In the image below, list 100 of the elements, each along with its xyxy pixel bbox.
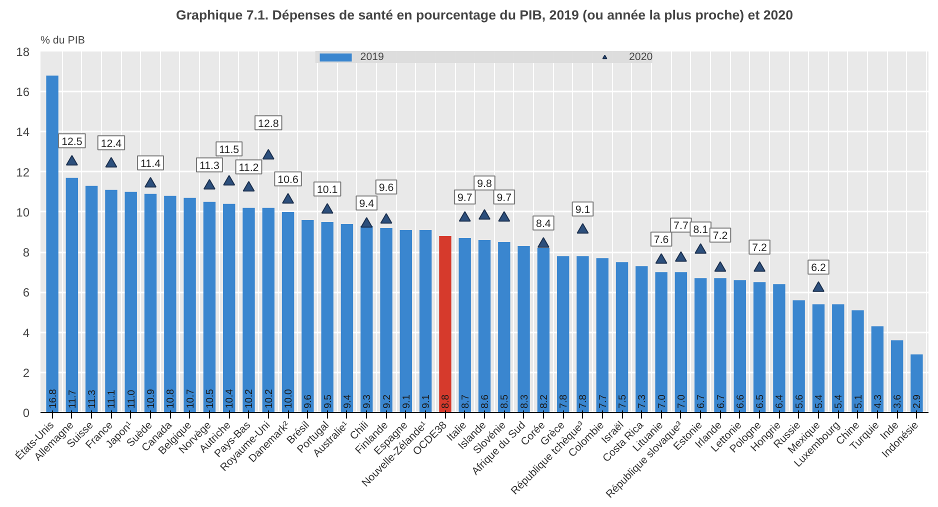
data-label: 6.6: [735, 394, 746, 408]
bar: [478, 240, 491, 412]
data-label: 4.3: [872, 394, 884, 408]
data-label: 11.5: [219, 144, 240, 156]
data-label: 9.6: [378, 182, 394, 194]
point: [537, 237, 550, 248]
data-label: 7.7: [598, 394, 609, 408]
point: [714, 261, 726, 272]
bar: [537, 248, 550, 412]
bar: [439, 236, 452, 412]
bar: [556, 256, 570, 412]
point: [144, 177, 157, 188]
data-label: 9.3: [362, 394, 374, 408]
data-label: 8.2: [538, 394, 550, 408]
bar: [360, 226, 373, 412]
bar: [380, 228, 392, 412]
data-label: 9.1: [401, 394, 412, 408]
data-label: 10.0: [284, 388, 295, 408]
bar: [753, 282, 766, 412]
data-label: 8.4: [536, 218, 551, 230]
bar: [674, 272, 688, 412]
point: [360, 217, 373, 228]
point: [754, 261, 766, 272]
point: [498, 211, 510, 222]
data-label: 8.3: [519, 394, 530, 408]
data-label: 5.6: [794, 394, 806, 408]
data-label: 6.7: [696, 394, 708, 408]
data-label: 12.5: [62, 136, 82, 148]
data-label: 11.1: [106, 389, 118, 408]
data-label: 16.8: [48, 388, 59, 408]
data-label: 9.4: [342, 394, 354, 408]
y-axis-title: % du PIB: [40, 34, 85, 46]
y-tick-label: 10: [16, 205, 30, 220]
data-label: 8.8: [440, 394, 452, 408]
data-label: 9.1: [421, 394, 432, 408]
bar: [832, 304, 844, 412]
data-label: 11.3: [199, 160, 220, 172]
data-label: 10.4: [224, 388, 236, 408]
y-tick-label: 0: [22, 406, 30, 420]
bar: [66, 178, 78, 412]
data-label: 2.9: [912, 394, 924, 408]
data-label: 8.6: [480, 394, 491, 408]
data-label: 10.8: [166, 388, 177, 408]
data-label: 10.6: [278, 174, 298, 186]
bar: [458, 238, 471, 412]
data-label: 6.2: [811, 262, 826, 274]
data-label: 5.1: [853, 394, 864, 408]
bar: [340, 224, 354, 412]
data-label: 10.7: [185, 388, 196, 408]
bar: [302, 220, 314, 412]
bar: [262, 208, 274, 412]
data-label: 11.3: [87, 389, 98, 408]
y-tick-label: 8: [22, 246, 30, 260]
data-label: 10.2: [264, 388, 275, 408]
bar: [203, 202, 216, 412]
legend-label: 2019: [360, 51, 384, 63]
data-label: 11.4: [140, 158, 161, 170]
data-label: 11.7: [67, 389, 78, 408]
bar: [85, 186, 98, 412]
bar: [419, 230, 432, 412]
point: [223, 175, 236, 186]
point: [242, 181, 255, 192]
data-label: 9.4: [359, 198, 374, 210]
y-tick-label: 16: [16, 85, 30, 100]
bar: [792, 300, 805, 412]
data-label: 7.0: [656, 394, 668, 408]
bar: [714, 278, 726, 412]
data-label: 7.5: [618, 394, 629, 408]
data-label: 9.8: [477, 178, 492, 190]
bar: [636, 266, 648, 412]
point: [458, 211, 471, 222]
y-tick-label: 6: [22, 286, 30, 300]
point: [812, 281, 824, 292]
bar: [105, 190, 118, 412]
bar: [321, 222, 334, 412]
point: [203, 179, 216, 190]
data-label: 9.7: [496, 192, 512, 204]
bar: [694, 278, 707, 412]
data-label: 6.5: [755, 394, 766, 408]
y-tick-label: 2: [22, 366, 30, 380]
bar: [400, 230, 412, 412]
point: [694, 243, 707, 254]
bar: [616, 262, 628, 412]
bar: [576, 256, 589, 412]
data-label: 7.8: [558, 394, 570, 408]
point: [380, 213, 392, 224]
point: [655, 253, 668, 264]
data-label: 7.6: [654, 234, 669, 246]
data-label: 8.7: [460, 394, 472, 408]
data-label: 7.0: [676, 394, 688, 408]
point: [478, 209, 490, 220]
data-label: 10.5: [204, 388, 216, 408]
y-tick-label: 4: [22, 326, 30, 340]
point: [674, 251, 687, 262]
bar: [144, 194, 157, 412]
point: [321, 203, 334, 214]
data-label: 12.8: [258, 118, 279, 130]
bar: [242, 208, 255, 412]
data-label: 7.7: [674, 220, 688, 232]
data-label: 9.7: [457, 192, 472, 204]
